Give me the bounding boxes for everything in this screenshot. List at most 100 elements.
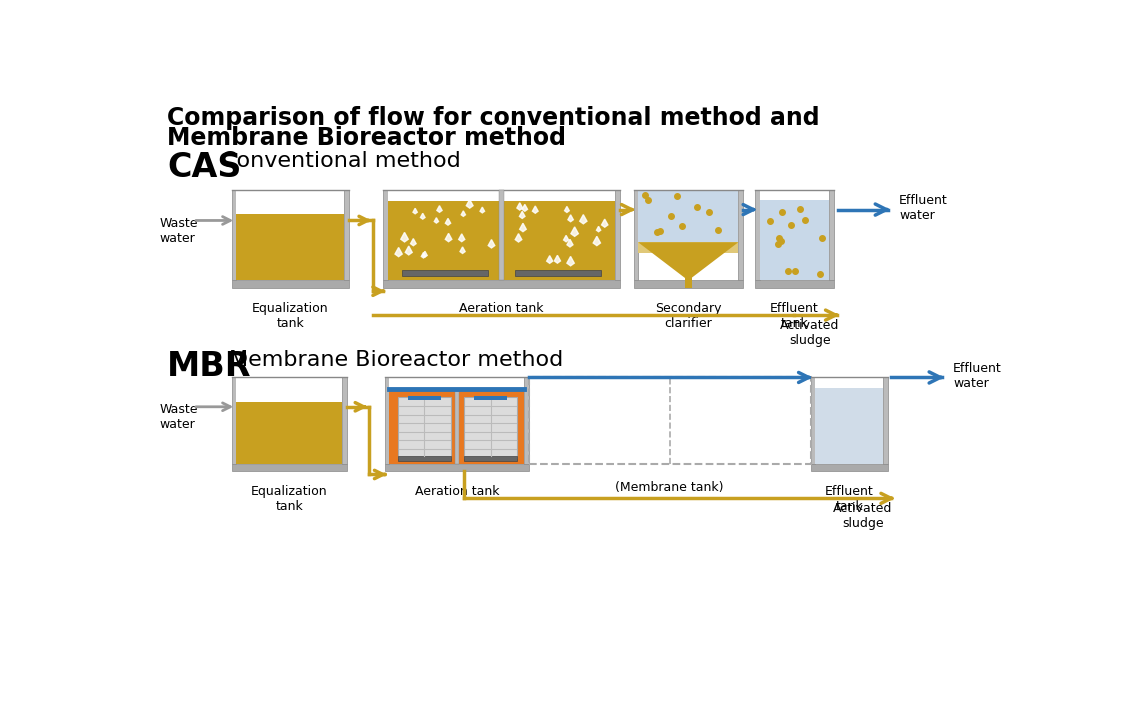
Polygon shape: [446, 218, 450, 225]
Text: Equalization
tank: Equalization tank: [251, 485, 327, 513]
Bar: [760, 189, 829, 200]
Text: Effluent
water: Effluent water: [953, 362, 1002, 390]
Bar: [638, 242, 739, 253]
Polygon shape: [547, 256, 553, 264]
Bar: [739, 189, 743, 280]
Polygon shape: [413, 208, 417, 214]
Polygon shape: [638, 242, 739, 280]
Bar: [811, 464, 888, 472]
Polygon shape: [422, 253, 425, 258]
Bar: [815, 388, 884, 464]
Bar: [388, 189, 616, 202]
Polygon shape: [564, 207, 569, 212]
Bar: [884, 377, 888, 464]
Bar: [829, 189, 833, 280]
Bar: [385, 464, 529, 472]
Polygon shape: [567, 239, 573, 247]
Bar: [385, 377, 390, 464]
Bar: [390, 377, 524, 389]
Bar: [616, 189, 620, 280]
Bar: [811, 377, 815, 464]
Text: Activated
sludge: Activated sludge: [833, 503, 893, 530]
Bar: [408, 396, 441, 400]
Text: Conventional method: Conventional method: [221, 151, 461, 171]
Bar: [515, 271, 602, 276]
Text: Secondary
clarifier: Secondary clarifier: [656, 302, 722, 330]
Polygon shape: [480, 207, 484, 213]
Bar: [236, 189, 344, 214]
Polygon shape: [406, 246, 413, 255]
Text: Waste
water: Waste water: [160, 403, 197, 431]
Bar: [231, 280, 349, 288]
Bar: [388, 189, 616, 280]
Polygon shape: [567, 256, 575, 266]
Text: Membrane Bioreactor method: Membrane Bioreactor method: [228, 350, 563, 370]
Bar: [236, 214, 344, 280]
Polygon shape: [446, 233, 451, 242]
Polygon shape: [593, 236, 601, 246]
Bar: [383, 189, 388, 280]
Polygon shape: [462, 211, 465, 216]
Bar: [342, 377, 347, 464]
Bar: [524, 377, 529, 464]
Polygon shape: [522, 204, 528, 211]
Text: Comparison of flow for conventional method and: Comparison of flow for conventional meth…: [166, 106, 820, 130]
Polygon shape: [410, 238, 416, 246]
Bar: [344, 189, 349, 280]
Polygon shape: [563, 235, 569, 242]
Bar: [755, 189, 760, 280]
Polygon shape: [461, 247, 465, 253]
Polygon shape: [421, 213, 425, 219]
Polygon shape: [437, 206, 442, 212]
Text: (Membrane tank): (Membrane tank): [616, 481, 724, 494]
Polygon shape: [520, 223, 527, 232]
Polygon shape: [401, 233, 408, 242]
Bar: [236, 377, 342, 402]
Polygon shape: [516, 203, 522, 210]
Polygon shape: [515, 234, 522, 242]
Polygon shape: [520, 212, 526, 218]
Bar: [760, 200, 829, 280]
Text: Effluent
water: Effluent water: [899, 194, 948, 222]
Polygon shape: [434, 217, 439, 223]
Polygon shape: [488, 240, 495, 248]
Bar: [464, 456, 518, 461]
Text: CAS: CAS: [166, 151, 242, 184]
Text: Membrane Bioreactor method: Membrane Bioreactor method: [166, 127, 565, 150]
Bar: [755, 280, 833, 288]
Bar: [455, 389, 459, 464]
Polygon shape: [423, 251, 428, 257]
Polygon shape: [580, 215, 587, 224]
Polygon shape: [458, 234, 465, 242]
Bar: [685, 276, 692, 288]
Bar: [634, 280, 743, 288]
Text: Activated
sludge: Activated sludge: [780, 319, 839, 347]
Text: Effluent
tank: Effluent tank: [824, 485, 873, 513]
Polygon shape: [532, 206, 538, 213]
Bar: [634, 189, 638, 280]
Bar: [815, 377, 884, 388]
Bar: [529, 377, 811, 464]
Polygon shape: [466, 199, 473, 208]
Bar: [390, 377, 524, 464]
Text: MBR: MBR: [166, 350, 252, 383]
Text: Equalization
tank: Equalization tank: [252, 302, 328, 330]
Polygon shape: [568, 215, 573, 222]
Polygon shape: [602, 219, 608, 228]
Bar: [236, 402, 342, 464]
Polygon shape: [596, 226, 601, 232]
Bar: [398, 397, 451, 458]
Bar: [231, 464, 347, 472]
Bar: [464, 397, 518, 458]
Text: Aeration tank: Aeration tank: [459, 302, 544, 315]
Bar: [499, 189, 504, 280]
Polygon shape: [571, 227, 578, 236]
Bar: [638, 189, 739, 242]
Text: Aeration tank: Aeration tank: [415, 485, 499, 498]
Bar: [398, 456, 451, 461]
Polygon shape: [554, 256, 561, 264]
Polygon shape: [396, 248, 402, 256]
Bar: [231, 189, 236, 280]
Text: Waste
water: Waste water: [160, 217, 197, 246]
Bar: [231, 377, 236, 464]
